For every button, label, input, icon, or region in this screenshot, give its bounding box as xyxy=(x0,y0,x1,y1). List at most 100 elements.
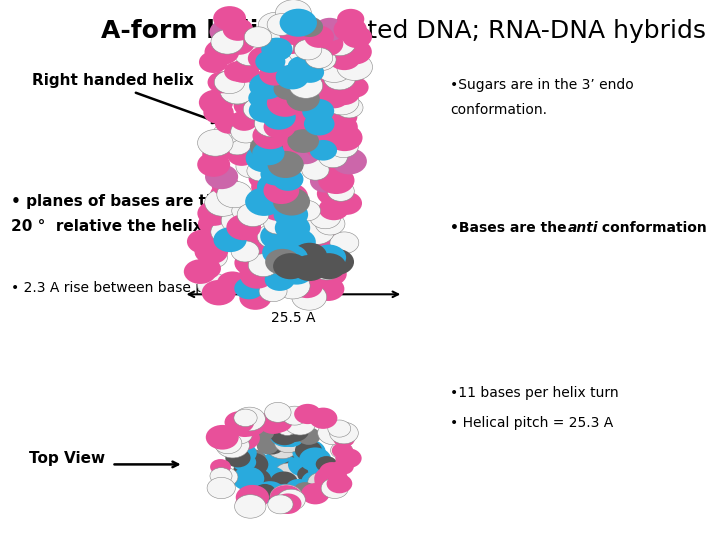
Circle shape xyxy=(311,245,346,271)
Circle shape xyxy=(266,237,297,260)
Circle shape xyxy=(254,484,276,501)
Circle shape xyxy=(257,173,294,201)
Circle shape xyxy=(199,247,228,268)
Circle shape xyxy=(276,420,297,435)
Circle shape xyxy=(265,249,300,275)
Circle shape xyxy=(248,88,276,108)
Circle shape xyxy=(331,192,362,215)
Circle shape xyxy=(270,471,297,492)
Circle shape xyxy=(263,410,293,433)
Circle shape xyxy=(287,86,320,111)
Circle shape xyxy=(232,200,260,221)
Circle shape xyxy=(233,467,264,491)
Circle shape xyxy=(212,175,240,196)
Circle shape xyxy=(234,446,256,462)
Circle shape xyxy=(307,49,336,71)
Circle shape xyxy=(220,78,254,104)
Circle shape xyxy=(297,465,320,483)
Circle shape xyxy=(276,64,309,90)
Circle shape xyxy=(233,93,265,117)
Circle shape xyxy=(264,177,300,204)
Circle shape xyxy=(210,183,243,206)
Circle shape xyxy=(294,95,330,122)
Circle shape xyxy=(213,6,246,31)
Circle shape xyxy=(250,423,274,442)
Circle shape xyxy=(293,200,320,221)
Circle shape xyxy=(258,185,294,212)
Circle shape xyxy=(271,250,300,271)
Circle shape xyxy=(274,78,303,100)
Circle shape xyxy=(212,468,238,487)
Circle shape xyxy=(319,462,345,481)
Circle shape xyxy=(247,161,274,181)
Circle shape xyxy=(268,151,304,178)
Circle shape xyxy=(341,77,369,98)
Circle shape xyxy=(240,449,266,468)
Text: • planes of bases are tilted: • planes of bases are tilted xyxy=(11,194,245,210)
Circle shape xyxy=(264,402,291,422)
Circle shape xyxy=(246,144,283,172)
Circle shape xyxy=(249,98,282,123)
Circle shape xyxy=(278,456,312,481)
Circle shape xyxy=(256,83,293,110)
Circle shape xyxy=(261,35,294,59)
Circle shape xyxy=(310,170,341,193)
Circle shape xyxy=(279,9,317,37)
Circle shape xyxy=(234,413,266,436)
Circle shape xyxy=(279,24,307,45)
Circle shape xyxy=(324,89,359,115)
Circle shape xyxy=(233,460,258,478)
Text: •Bases are the: •Bases are the xyxy=(450,221,572,235)
Circle shape xyxy=(248,254,279,276)
Text: 20 °  relative the helix axis.: 20 ° relative the helix axis. xyxy=(11,219,248,234)
Circle shape xyxy=(210,19,243,44)
Circle shape xyxy=(241,468,271,491)
Circle shape xyxy=(264,53,296,77)
Circle shape xyxy=(292,243,327,269)
Circle shape xyxy=(316,56,352,83)
Circle shape xyxy=(198,213,226,234)
Circle shape xyxy=(225,220,253,241)
Circle shape xyxy=(224,134,251,155)
Circle shape xyxy=(197,130,233,156)
Circle shape xyxy=(279,428,304,447)
Circle shape xyxy=(222,18,253,41)
Circle shape xyxy=(270,485,302,509)
Circle shape xyxy=(245,187,283,216)
Circle shape xyxy=(273,188,310,215)
Circle shape xyxy=(313,260,341,280)
Circle shape xyxy=(312,65,348,92)
Circle shape xyxy=(258,148,288,171)
Circle shape xyxy=(342,26,372,48)
Circle shape xyxy=(233,230,260,251)
Circle shape xyxy=(211,30,243,54)
Circle shape xyxy=(328,46,361,70)
Circle shape xyxy=(305,48,333,69)
Circle shape xyxy=(275,0,312,27)
Circle shape xyxy=(327,80,360,105)
Circle shape xyxy=(306,231,341,258)
Circle shape xyxy=(285,479,312,499)
Circle shape xyxy=(273,127,309,154)
Circle shape xyxy=(271,210,305,234)
Circle shape xyxy=(280,259,313,285)
Circle shape xyxy=(204,189,241,217)
Circle shape xyxy=(289,40,320,64)
Circle shape xyxy=(287,129,319,153)
Circle shape xyxy=(336,448,361,468)
Circle shape xyxy=(237,203,269,227)
Circle shape xyxy=(268,495,293,514)
Circle shape xyxy=(338,39,372,64)
Circle shape xyxy=(267,89,304,117)
Circle shape xyxy=(327,474,352,494)
Circle shape xyxy=(285,202,322,230)
Circle shape xyxy=(314,18,345,41)
Circle shape xyxy=(253,137,283,159)
Circle shape xyxy=(285,442,307,458)
Circle shape xyxy=(337,53,372,80)
Circle shape xyxy=(261,38,292,61)
Circle shape xyxy=(318,146,348,168)
Circle shape xyxy=(282,88,319,115)
Circle shape xyxy=(256,50,285,73)
Circle shape xyxy=(203,101,234,124)
